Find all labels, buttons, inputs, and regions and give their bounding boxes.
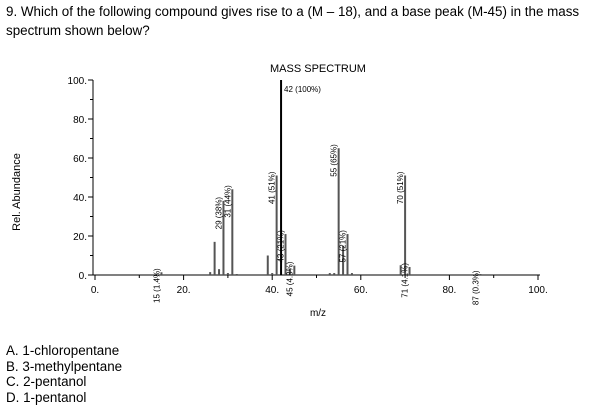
answer-option-b: B. 3-methylpentane <box>6 358 123 374</box>
chart-title: MASS SPECTRUM <box>270 63 366 75</box>
peak-bars <box>160 80 482 275</box>
peak-label: 71 (4.1%) <box>401 263 410 298</box>
peak-label: 87 (0.3%) <box>471 270 480 305</box>
question-text: 9. Which of the following compound gives… <box>6 4 580 38</box>
y-tick-label: 20. <box>73 232 87 243</box>
peak-label: 57 (21%) <box>339 230 348 263</box>
peak-label: 70 (51%) <box>396 171 405 204</box>
x-tick-label: 0. <box>91 285 99 296</box>
peak-label: 15 (1.4%) <box>152 268 161 303</box>
y-tick-label: 80. <box>73 115 87 126</box>
x-axis-label: m/z <box>310 308 326 319</box>
peak-label: 45 (4.8%) <box>285 261 294 296</box>
answer-option-c: C. 2-pentanol <box>6 374 87 389</box>
y-axis-label: Rel. Abundance <box>11 153 23 231</box>
base-peak-label: 42 (100%) <box>284 85 321 94</box>
answer-list: A. 1-chloropentane B. 3-methylpentane C.… <box>6 343 122 405</box>
peak-label: 43 (21%) <box>276 230 285 263</box>
peak-label: 41 (51%) <box>268 171 277 204</box>
peak-label: 29 (38%) <box>214 197 223 230</box>
peak-label: 55 (65%) <box>330 144 339 177</box>
y-tick-label: 0. <box>79 271 87 282</box>
y-tick-label: 40. <box>73 193 87 204</box>
x-tick-label: 100. <box>528 285 547 296</box>
y-tick-label: 100. <box>68 76 87 87</box>
x-tick-label: 20. <box>177 285 191 296</box>
answer-option-d: D. 1-pentanol <box>6 389 87 405</box>
x-tick-label: 80. <box>442 285 456 296</box>
answer-option-a: A. 1-chloropentane <box>6 343 120 358</box>
chart-axes: 0. 20. 40. 60. 80. 100. 0. 20. 40. 60. 80. 100. <box>68 76 548 296</box>
x-tick-label: 60. <box>354 285 368 296</box>
x-tick-label: 40. <box>265 285 279 296</box>
peak-labels: 15 (1.4%) 29 (38%) 31 (44%) 41 (51%) 43 (21%… <box>152 85 480 305</box>
y-tick-label: 60. <box>73 154 87 165</box>
peak-label: 31 (44%) <box>223 185 232 218</box>
